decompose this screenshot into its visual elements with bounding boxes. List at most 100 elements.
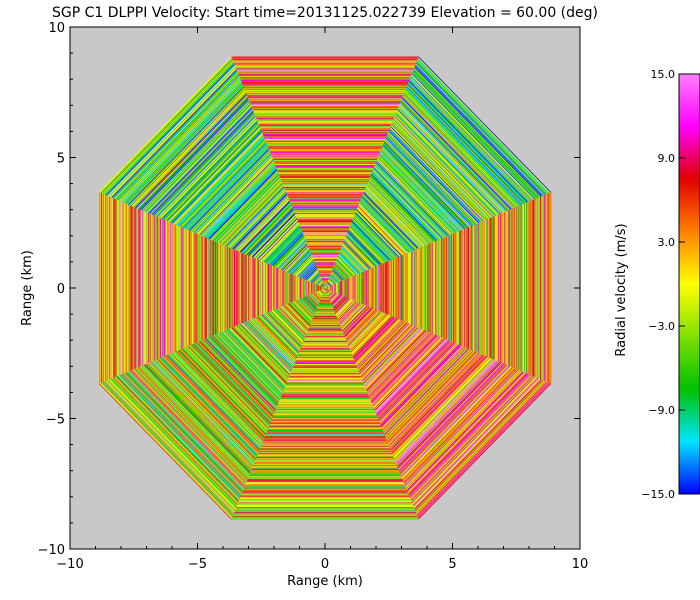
range-gate: [297, 220, 353, 222]
range-gate: [342, 280, 344, 296]
range-gate: [326, 283, 330, 287]
range-gate: [240, 496, 410, 498]
range-gate: [146, 363, 252, 471]
range-gate: [484, 220, 485, 356]
range-gate: [231, 56, 419, 58]
range-gate: [309, 324, 341, 326]
range-gate: [468, 226, 470, 350]
range-gate: [337, 282, 339, 294]
range-gate: [297, 355, 353, 356]
range-gate: [320, 299, 330, 301]
range-gate: [221, 244, 223, 332]
range-gate: [255, 460, 395, 461]
range-gate: [359, 323, 410, 375]
range-gate: [346, 278, 347, 298]
range-gate: [370, 174, 436, 242]
range-gate: [397, 107, 502, 214]
range-gate: [298, 222, 352, 224]
range-gate: [204, 237, 206, 339]
range-gate: [484, 219, 486, 357]
range-gate: [262, 442, 388, 443]
colorbar-tick-label: −15.0: [641, 488, 675, 501]
range-gate: [423, 246, 424, 330]
range-gate: [217, 178, 281, 243]
range-gate: [391, 356, 487, 454]
range-gate: [320, 275, 330, 277]
range-gate: [406, 84, 524, 205]
range-gate: [238, 251, 239, 325]
range-gate: [339, 251, 362, 274]
range-gate: [542, 195, 544, 381]
range-gate: [329, 285, 330, 291]
range-gate: [495, 215, 497, 361]
range-gate: [158, 358, 257, 458]
range-gate: [300, 228, 350, 230]
range-gate: [222, 331, 283, 393]
range-gate: [122, 80, 242, 203]
range-gate: [272, 417, 378, 419]
range-gate: [330, 293, 340, 304]
range-gate: [415, 380, 544, 512]
range-gate: [242, 322, 292, 373]
range-gate: [398, 104, 504, 213]
range-gate: [378, 265, 379, 311]
range-gate: [278, 403, 372, 404]
range-gate: [243, 204, 292, 254]
range-gate: [353, 317, 395, 359]
range-gate: [276, 405, 374, 407]
range-gate: [344, 239, 373, 269]
range-gate: [373, 168, 442, 239]
range-gate: [284, 246, 309, 272]
range-gate: [400, 365, 509, 477]
range-gate: [372, 267, 374, 309]
range-gate: [252, 467, 398, 469]
range-gate: [245, 254, 247, 322]
range-gate: [313, 258, 337, 260]
range-gate: [439, 239, 441, 337]
range-gate: [339, 252, 360, 274]
range-gate: [299, 225, 351, 226]
range-gate: [322, 292, 328, 294]
range-gate: [417, 58, 550, 194]
range-gate: [239, 499, 411, 500]
range-gate: [255, 317, 297, 359]
range-gate: [318, 285, 320, 291]
range-gate: [486, 219, 487, 357]
range-gate: [139, 98, 249, 210]
range-gate: [105, 195, 107, 381]
range-gate: [204, 338, 276, 411]
range-gate: [353, 217, 395, 259]
range-gate: [142, 210, 144, 366]
range-gate: [210, 336, 278, 406]
range-gate: [516, 206, 518, 370]
range-gate: [360, 324, 412, 377]
range-gate: [322, 293, 328, 295]
range-gate: [209, 336, 278, 407]
range-gate: [321, 295, 329, 297]
range-gate: [259, 449, 391, 451]
range-gate: [103, 61, 234, 195]
range-gate: [176, 136, 264, 226]
range-gate: [406, 371, 524, 492]
range-gate: [273, 309, 304, 341]
range-gate: [403, 92, 516, 208]
range-gate: [407, 372, 525, 492]
range-gate: [382, 347, 465, 432]
range-gate: [297, 299, 314, 317]
range-gate: [258, 259, 260, 317]
range-gate: [365, 186, 425, 247]
range-gate: [158, 358, 257, 459]
range-gate: [414, 67, 541, 197]
range-gate: [380, 345, 461, 427]
range-gate: [352, 315, 392, 356]
range-gate: [380, 150, 460, 232]
range-gate: [305, 240, 345, 242]
range-gate: [238, 199, 290, 252]
range-gate: [376, 265, 378, 311]
range-gate: [237, 71, 413, 73]
range-gate: [379, 343, 458, 424]
range-gate: [267, 428, 383, 430]
range-gate: [263, 438, 387, 440]
range-gate: [296, 218, 354, 220]
range-gate: [390, 354, 484, 451]
